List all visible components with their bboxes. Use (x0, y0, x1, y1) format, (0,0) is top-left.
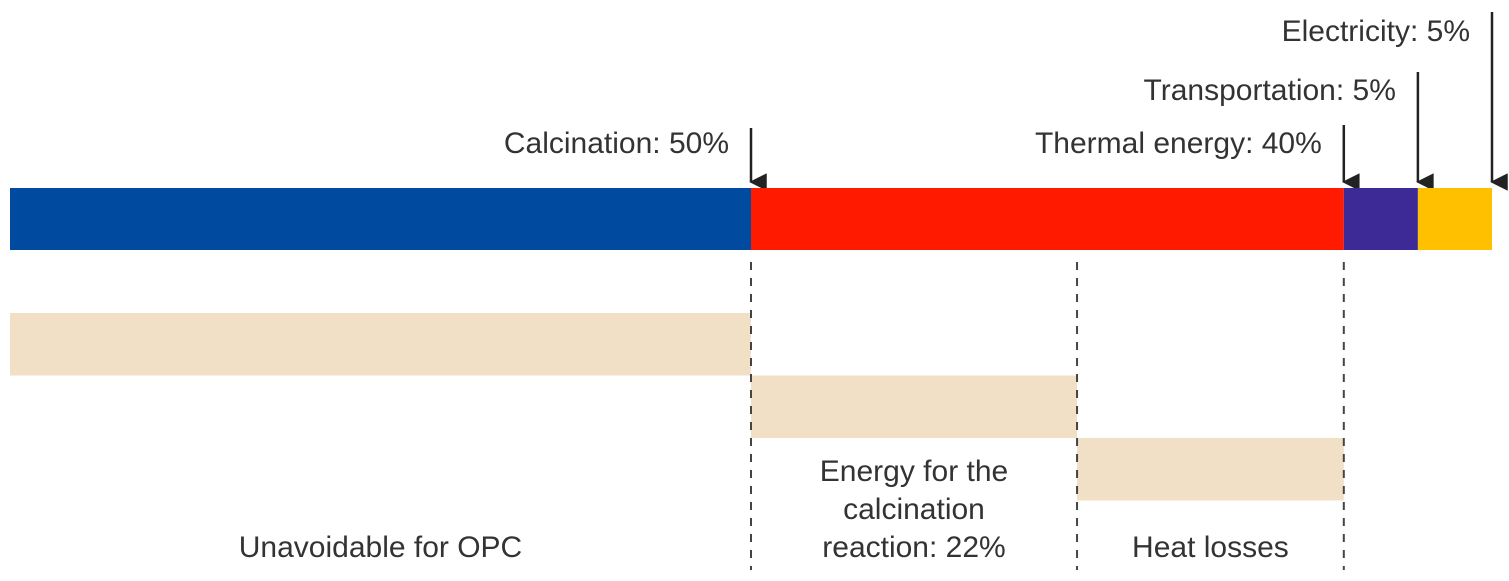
segment-label: Thermal energy: 40% (1035, 127, 1322, 160)
segment-label: Transportation: 5% (1144, 74, 1396, 107)
bar-segment (751, 188, 1344, 250)
segment-label: Electricity: 5% (1282, 15, 1470, 48)
breakdown-label: Heat losses (1132, 531, 1289, 564)
breakdown-label: Energy for the calcination reaction: 22% (819, 455, 1009, 564)
bar-segment (1343, 188, 1418, 250)
bar-segment (10, 188, 751, 250)
breakdown-label: Unavoidable for OPC (238, 531, 523, 564)
segment-label: Calcination: 50% (504, 127, 729, 160)
breakdown-bar (10, 313, 751, 376)
breakdown-bar (1077, 438, 1344, 501)
breakdown-bar (751, 375, 1078, 438)
bar-segment (1417, 188, 1492, 250)
